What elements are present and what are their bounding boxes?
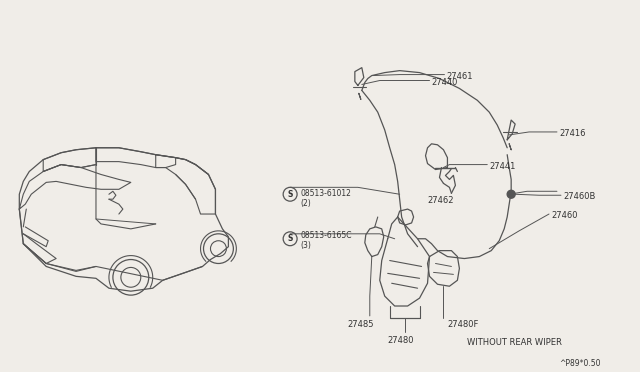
- Text: (3): (3): [300, 241, 311, 250]
- Text: 27480F: 27480F: [447, 320, 479, 329]
- Text: S: S: [287, 190, 293, 199]
- Text: 27441: 27441: [489, 161, 516, 171]
- Text: 08513-61012: 08513-61012: [300, 189, 351, 198]
- Circle shape: [507, 190, 515, 198]
- Text: 27440: 27440: [431, 77, 458, 87]
- Text: (2): (2): [300, 199, 311, 208]
- Text: 27461: 27461: [447, 72, 473, 81]
- Text: 27485: 27485: [348, 320, 374, 329]
- Text: 27460B: 27460B: [563, 192, 595, 201]
- Text: 08513-6165C: 08513-6165C: [300, 231, 351, 240]
- Text: 27460: 27460: [551, 211, 577, 220]
- Text: WITHOUT REAR WIPER: WITHOUT REAR WIPER: [467, 338, 562, 347]
- Text: ^P89*0.50: ^P89*0.50: [559, 359, 600, 368]
- Text: 27462: 27462: [428, 196, 454, 205]
- Text: 27416: 27416: [559, 129, 586, 138]
- Text: S: S: [287, 234, 293, 243]
- Text: 27480: 27480: [388, 336, 414, 345]
